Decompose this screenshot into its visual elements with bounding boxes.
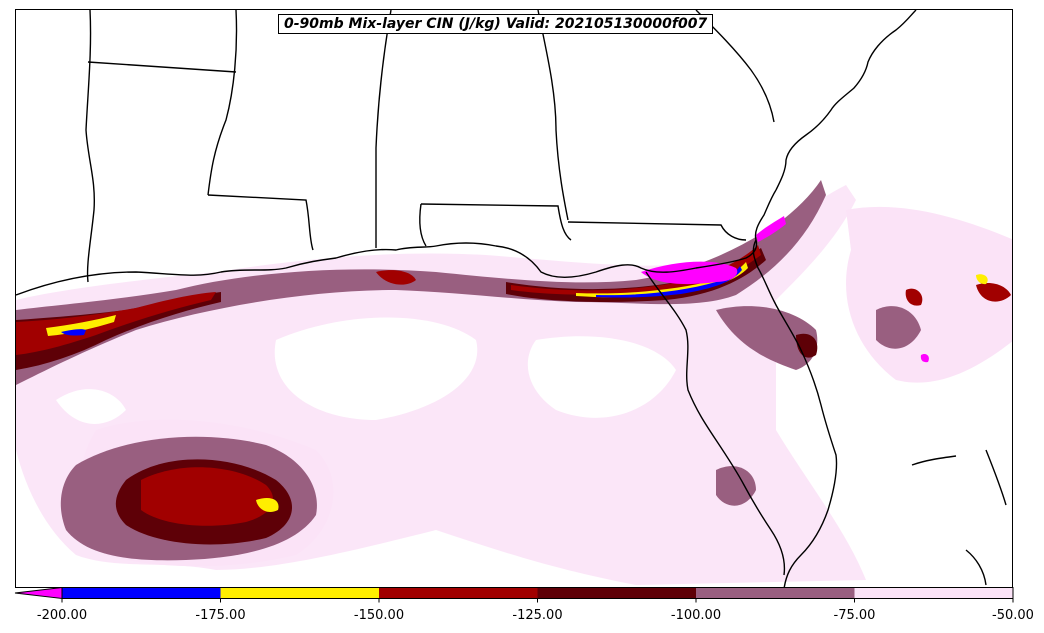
colorbar-extend-outline [14,587,63,600]
colorbar-segment-6 [854,587,1013,599]
cin-field-holes [56,317,676,424]
map-panel [15,9,1013,588]
cin-field-red [16,245,1011,526]
colorbar-segment-3 [379,587,538,599]
map-title: 0-90mb Mix-layer CIN (J/kg) Valid: 20210… [278,14,714,34]
colorbar [14,587,1014,603]
colorbar-segments [15,587,1013,599]
colorbar-ticks [61,598,1014,603]
state-borders [85,10,775,283]
colorbar-segment-1 [62,587,221,599]
colorbar-extend-triangle [15,587,62,599]
colorbar-tick-label: -200.00 [36,608,88,623]
cin-field-magenta [641,216,929,363]
colorbar-segment-2 [220,587,379,599]
colorbar-tick-label: -50.00 [992,608,1034,623]
cin-map [16,10,1012,587]
cin-field-yellow [46,262,988,512]
coastlines [16,10,1007,587]
colorbar-tick-label: -150.00 [353,608,405,623]
colorbar-segment-4 [537,587,696,599]
colorbar-tick-label: -100.00 [670,608,722,623]
colorbar-tick-label: -175.00 [195,608,246,623]
colorbar-tick-label: -75.00 [833,608,876,623]
colorbar-segment-5 [696,587,855,599]
colorbar-tick-label: -125.00 [512,608,563,623]
cin-field-blue [61,266,742,336]
